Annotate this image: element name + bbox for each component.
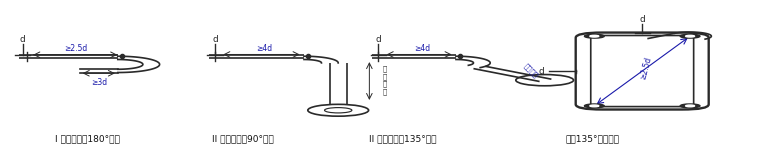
Text: II 级钢筋末端135°弯钩: II 级钢筋末端135°弯钩 bbox=[369, 135, 436, 144]
Text: d: d bbox=[639, 15, 645, 24]
Circle shape bbox=[590, 105, 599, 107]
Text: d: d bbox=[20, 34, 26, 44]
Text: d: d bbox=[375, 34, 382, 44]
Text: II 级钢筋末端90°弯钩: II 级钢筋末端90°弯钩 bbox=[212, 135, 274, 144]
Text: ≥2.5d: ≥2.5d bbox=[65, 44, 87, 53]
Circle shape bbox=[584, 34, 604, 38]
Text: ≥2.5d: ≥2.5d bbox=[638, 56, 653, 81]
Circle shape bbox=[680, 104, 700, 108]
Circle shape bbox=[590, 35, 599, 37]
Text: d: d bbox=[212, 34, 218, 44]
Circle shape bbox=[686, 35, 695, 37]
Text: 箍筋135°弯钩制作: 箍筋135°弯钩制作 bbox=[565, 135, 620, 144]
Circle shape bbox=[686, 105, 695, 107]
Text: ≥4d: ≥4d bbox=[413, 44, 430, 53]
Text: ≥3d: ≥3d bbox=[90, 78, 107, 87]
Text: 平
直
长
度: 平 直 长 度 bbox=[383, 66, 388, 95]
Circle shape bbox=[680, 34, 700, 38]
Text: 平直长度: 平直长度 bbox=[523, 62, 540, 79]
Text: d: d bbox=[539, 67, 544, 75]
Text: ≥4d: ≥4d bbox=[256, 44, 272, 53]
Text: I 级钢筋末端180°弯钩: I 级钢筋末端180°弯钩 bbox=[55, 135, 120, 144]
Circle shape bbox=[584, 104, 604, 108]
